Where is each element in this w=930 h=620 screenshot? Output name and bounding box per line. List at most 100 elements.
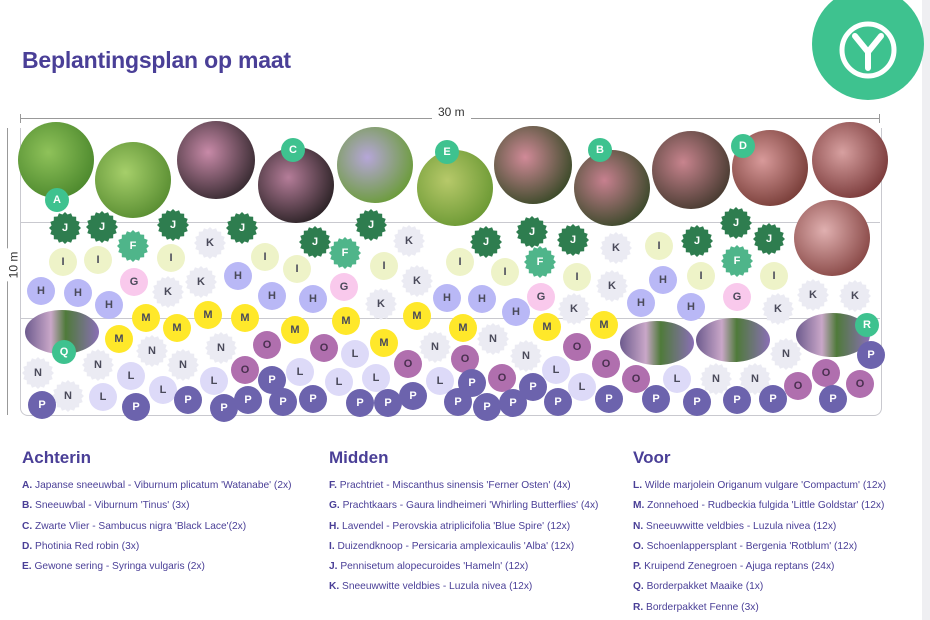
plant-marker-j: J	[355, 209, 387, 241]
plant-marker-l: L	[286, 358, 314, 386]
plant-marker-l: L	[663, 365, 691, 393]
plant-marker-o: O	[563, 333, 591, 361]
plant-marker-j: J	[86, 211, 118, 243]
plant-marker-i: I	[251, 243, 279, 271]
page-title: Beplantingsplan op maat	[22, 47, 291, 73]
legend-item-m: M. Zonnehoed - Rudbeckia fulgida 'Little…	[633, 496, 886, 516]
plant-badge-a: A	[45, 188, 69, 212]
legend-item-f: F. Prachtriet - Miscanthus sinensis 'Fer…	[329, 476, 598, 496]
plant-marker-o: O	[812, 359, 840, 387]
legend-item-h: H. Lavendel - Perovskia atriplicifolia '…	[329, 517, 598, 537]
plant-marker-i: I	[157, 244, 185, 272]
shrub-photo	[337, 127, 413, 203]
legend-key: O.	[633, 540, 644, 552]
plant-marker-p: P	[346, 389, 374, 417]
plant-marker-o: O	[488, 364, 516, 392]
legend-text: Sneeuwwitte veldbies - Luzula nivea (12x…	[342, 581, 533, 593]
plant-marker-i: I	[563, 263, 591, 291]
legend-voor: Voor L. Wilde marjolein Origanum vulgare…	[633, 448, 886, 618]
plant-marker-k: K	[152, 276, 184, 308]
legend-text: Borderpakket Fenne (3x)	[646, 601, 759, 613]
legend-item-k: K. Sneeuwwitte veldbies - Luzula nivea (…	[329, 577, 598, 597]
plant-marker-p: P	[444, 388, 472, 416]
plant-marker-m: M	[403, 302, 431, 330]
legend-item-c: C. Zwarte Vlier - Sambucus nigra 'Black …	[22, 517, 291, 537]
legend-item-b: B. Sneeuwbal - Viburnum 'Tinus' (3x)	[22, 496, 291, 516]
legend-item-n: N. Sneeuwwitte veldbies - Luzula nivea (…	[633, 517, 886, 537]
legend-item-l: L. Wilde marjolein Origanum vulgare 'Com…	[633, 476, 886, 496]
legend-key: H.	[329, 520, 340, 532]
plant-marker-p: P	[28, 391, 56, 419]
legend-item-a: A. Japanse sneeuwbal - Viburnum plicatum…	[22, 476, 291, 496]
plant-marker-f: F	[721, 245, 753, 277]
plant-marker-p: P	[374, 389, 402, 417]
plant-marker-k: K	[401, 265, 433, 297]
border-package-photo	[620, 321, 694, 365]
plant-marker-p: P	[234, 386, 262, 414]
legend-key: P.	[633, 561, 642, 573]
plant-marker-j: J	[226, 212, 258, 244]
plant-marker-n: N	[205, 332, 237, 364]
plant-marker-h: H	[299, 285, 327, 313]
plant-marker-p: P	[642, 385, 670, 413]
plant-marker-p: P	[458, 369, 486, 397]
legend-key: A.	[22, 480, 33, 491]
plant-marker-h: H	[627, 289, 655, 317]
legend-key: R.	[633, 601, 644, 613]
plant-marker-f: F	[329, 237, 361, 269]
plant-marker-h: H	[64, 279, 92, 307]
plant-marker-o: O	[394, 350, 422, 378]
legend-item-r: R. Borderpakket Fenne (3x)	[633, 598, 886, 618]
legend-key: N.	[633, 520, 644, 532]
plant-marker-o: O	[622, 365, 650, 393]
plant-marker-n: N	[477, 323, 509, 355]
plant-marker-p: P	[544, 388, 572, 416]
legend-item-j: J. Pennisetum alopecuroides 'Hameln' (12…	[329, 557, 598, 577]
plant-marker-i: I	[84, 246, 112, 274]
plant-marker-o: O	[310, 334, 338, 362]
plant-marker-l: L	[542, 356, 570, 384]
plant-marker-m: M	[163, 314, 191, 342]
plant-marker-i: I	[645, 232, 673, 260]
plant-marker-j: J	[470, 226, 502, 258]
plant-marker-g: G	[120, 268, 148, 296]
plant-badge-c: C	[281, 138, 305, 162]
plant-marker-h: H	[95, 291, 123, 319]
plant-marker-i: I	[446, 248, 474, 276]
shrub-photo	[574, 150, 650, 226]
plant-marker-p: P	[819, 385, 847, 413]
plant-marker-i: I	[760, 262, 788, 290]
legend-text: Sneeuwwitte veldbies - Luzula nivea (12x…	[646, 520, 837, 532]
legend-text: Zwarte Vlier - Sambucus nigra 'Black Lac…	[35, 520, 247, 532]
plant-marker-i: I	[49, 248, 77, 276]
plant-marker-o: O	[253, 331, 281, 359]
plant-marker-j: J	[299, 226, 331, 258]
plant-marker-k: K	[365, 288, 397, 320]
plant-marker-i: I	[370, 252, 398, 280]
legend-text: Lavendel - Perovskia atriplicifolia 'Blu…	[342, 520, 571, 532]
plant-marker-j: J	[557, 224, 589, 256]
plant-marker-m: M	[370, 329, 398, 357]
plant-marker-l: L	[149, 376, 177, 404]
plant-marker-j: J	[753, 223, 785, 255]
zone-divider-front	[20, 318, 880, 319]
plant-marker-m: M	[105, 325, 133, 353]
plant-marker-g: G	[723, 283, 751, 311]
legend-text: Japanse sneeuwbal - Viburnum plicatum 'W…	[35, 480, 292, 491]
legend-key: J.	[329, 561, 338, 573]
plant-marker-p: P	[683, 388, 711, 416]
legend-item-e: E. Gewone sering - Syringa vulgaris (2x)	[22, 557, 291, 577]
plant-marker-p: P	[519, 373, 547, 401]
plant-marker-k: K	[596, 270, 628, 302]
plant-marker-n: N	[82, 349, 114, 381]
shrub-photo	[794, 200, 870, 276]
legend-key: K.	[329, 581, 340, 593]
plant-marker-f: F	[117, 230, 149, 262]
plant-marker-m: M	[281, 316, 309, 344]
plant-marker-k: K	[839, 280, 871, 312]
legend-text: Pennisetum alopecuroides 'Hameln' (12x)	[340, 561, 529, 573]
plant-marker-h: H	[224, 262, 252, 290]
plant-badge-b: B	[588, 138, 612, 162]
shrub-photo	[812, 122, 888, 198]
plant-marker-g: G	[330, 273, 358, 301]
